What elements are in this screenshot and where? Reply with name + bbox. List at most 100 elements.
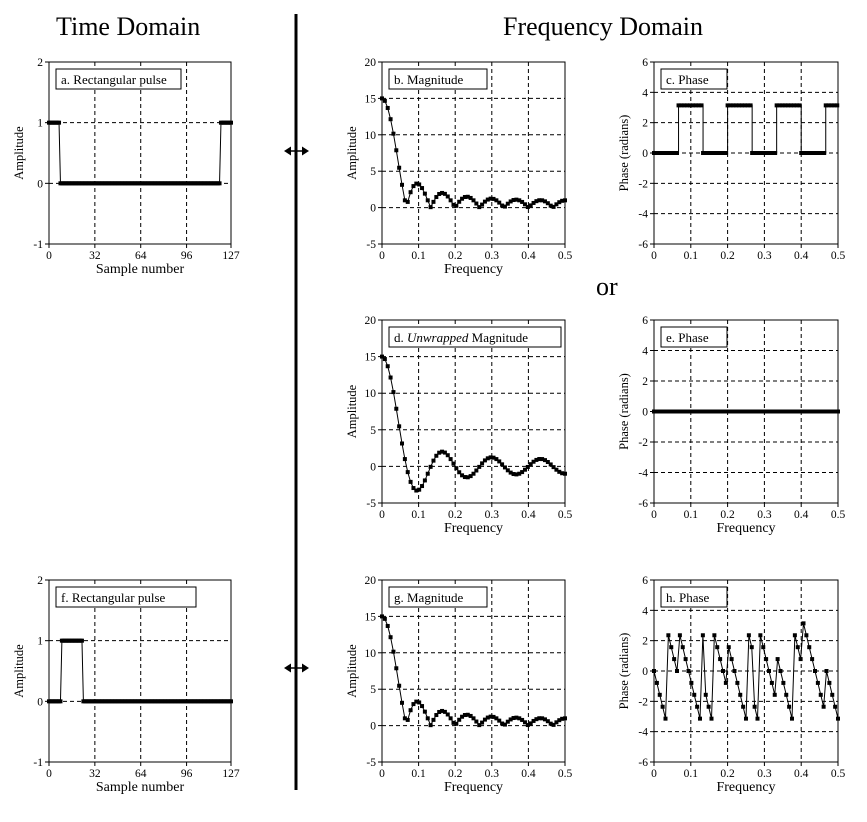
y-tick-label: 0 bbox=[37, 178, 43, 190]
data-point bbox=[698, 716, 702, 721]
x-tick-label: 0.5 bbox=[831, 509, 846, 521]
data-point bbox=[525, 723, 530, 728]
data-point bbox=[229, 120, 233, 125]
data-point bbox=[500, 462, 505, 467]
data-point bbox=[534, 457, 539, 462]
y-tick-label: -4 bbox=[638, 468, 648, 480]
data-point bbox=[821, 409, 826, 414]
arrow-right-head bbox=[302, 663, 309, 673]
data-point bbox=[457, 199, 462, 204]
data-point bbox=[734, 103, 739, 108]
arrow-left-head bbox=[284, 146, 291, 156]
data-point bbox=[735, 409, 740, 414]
data-point bbox=[508, 470, 513, 475]
x-tick-label: 0.3 bbox=[485, 509, 500, 521]
data-point bbox=[528, 721, 533, 726]
data-point bbox=[488, 196, 493, 201]
data-point bbox=[790, 716, 794, 721]
data-point bbox=[663, 409, 668, 414]
data-point bbox=[560, 471, 565, 476]
data-point bbox=[773, 151, 778, 155]
data-point bbox=[491, 196, 496, 201]
data-point bbox=[540, 716, 545, 721]
data-point bbox=[750, 151, 755, 155]
data-point bbox=[660, 151, 665, 155]
data-point bbox=[402, 198, 407, 203]
data-point bbox=[696, 103, 701, 108]
data-point bbox=[451, 202, 456, 207]
data-point bbox=[741, 409, 746, 414]
y-tick-label: 5 bbox=[370, 684, 376, 696]
data-point bbox=[715, 645, 720, 650]
data-point bbox=[563, 198, 567, 203]
data-point bbox=[764, 151, 769, 155]
data-point bbox=[731, 103, 736, 108]
data-point bbox=[721, 409, 725, 414]
data-point bbox=[726, 645, 731, 650]
data-point bbox=[508, 717, 513, 722]
data-point bbox=[520, 470, 525, 475]
x-axis-label: Frequency bbox=[716, 780, 775, 795]
x-tick-label: 0.2 bbox=[720, 509, 735, 521]
data-point bbox=[440, 190, 445, 195]
data-point bbox=[79, 638, 84, 643]
x-tick-label: 0 bbox=[379, 250, 385, 262]
x-tick-label: 0.4 bbox=[794, 768, 809, 780]
data-point bbox=[789, 103, 794, 108]
data-point bbox=[737, 103, 742, 108]
data-point bbox=[769, 409, 774, 414]
data-point bbox=[797, 103, 802, 108]
data-point bbox=[689, 409, 694, 414]
data-point bbox=[669, 151, 674, 155]
data-point bbox=[692, 692, 697, 697]
data-point bbox=[391, 131, 396, 136]
data-point bbox=[813, 409, 817, 414]
data-point bbox=[420, 704, 425, 709]
y-tick-label: 2 bbox=[642, 636, 648, 648]
data-point bbox=[480, 202, 485, 207]
transform-arrow-bottom bbox=[284, 663, 309, 673]
data-point bbox=[454, 721, 459, 726]
data-point bbox=[767, 151, 772, 155]
data-point bbox=[391, 390, 396, 395]
chart-title: f. Rectangular pulse bbox=[61, 590, 166, 605]
data-point bbox=[217, 181, 222, 186]
data-point bbox=[752, 409, 757, 414]
data-point bbox=[445, 712, 450, 717]
data-point bbox=[482, 717, 487, 722]
data-point bbox=[548, 721, 553, 726]
data-point bbox=[830, 409, 835, 414]
data-point bbox=[778, 409, 783, 414]
data-point bbox=[787, 409, 792, 414]
data-point bbox=[819, 151, 824, 155]
data-point bbox=[767, 409, 771, 414]
data-point bbox=[690, 103, 695, 108]
data-point bbox=[397, 683, 402, 688]
data-point bbox=[554, 202, 559, 207]
data-point bbox=[807, 151, 812, 155]
x-tick-label: 0 bbox=[651, 250, 657, 262]
data-point bbox=[761, 151, 766, 155]
data-point bbox=[517, 716, 522, 721]
data-point bbox=[485, 456, 490, 461]
data-point bbox=[522, 202, 527, 207]
data-point bbox=[520, 717, 525, 722]
data-point bbox=[502, 722, 507, 727]
x-tick-label: 0.5 bbox=[831, 768, 846, 780]
title-prefix: d. bbox=[394, 330, 407, 345]
data-point bbox=[657, 151, 662, 155]
data-point bbox=[794, 103, 799, 108]
data-point bbox=[706, 151, 711, 155]
data-point bbox=[657, 692, 662, 697]
data-point bbox=[508, 199, 513, 204]
data-point bbox=[500, 721, 505, 726]
data-point bbox=[698, 409, 702, 414]
data-point bbox=[528, 203, 533, 208]
y-tick-label: 1 bbox=[37, 636, 43, 648]
data-point bbox=[686, 409, 691, 414]
data-point bbox=[520, 199, 525, 204]
data-point bbox=[477, 205, 482, 210]
data-point bbox=[471, 471, 476, 476]
data-point bbox=[554, 467, 559, 472]
data-point bbox=[482, 458, 487, 463]
